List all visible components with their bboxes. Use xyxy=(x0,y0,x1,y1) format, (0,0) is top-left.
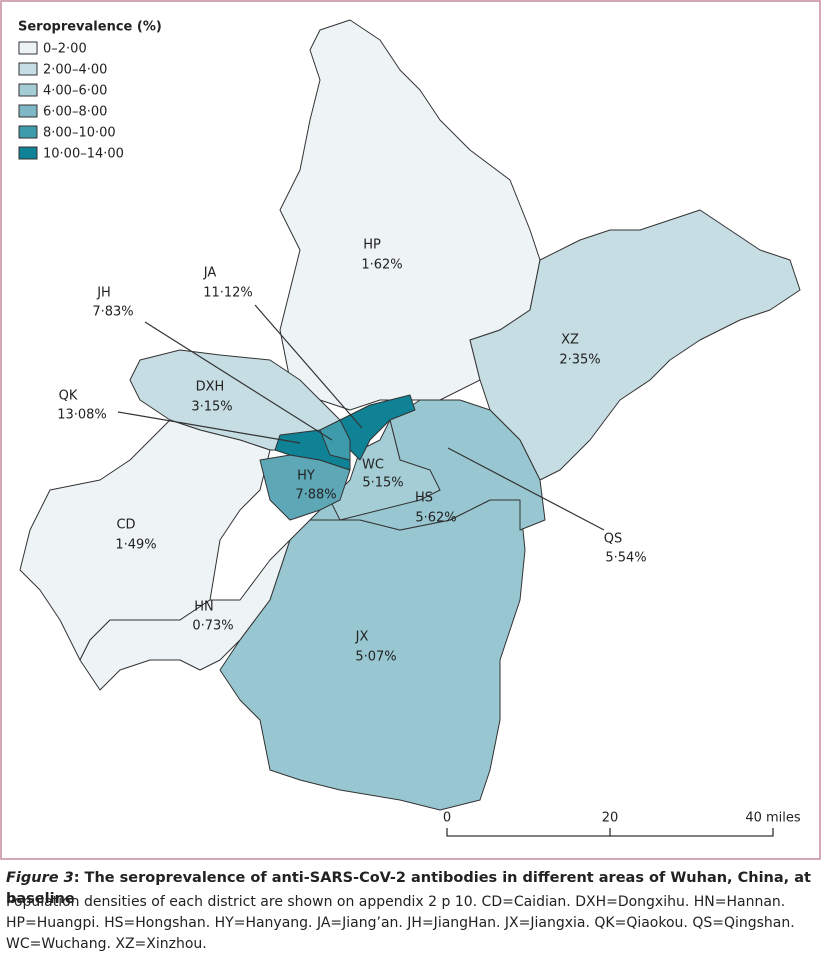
caption-heading: : The seroprevalence of anti-SARS-CoV-2 … xyxy=(6,870,811,907)
district-code: DXH xyxy=(196,380,225,395)
district-code: CD xyxy=(116,518,135,533)
scale-label: 40 miles xyxy=(745,811,801,826)
legend: Seroprevalence (%) 0–2·00 2·00–4·00 4·00… xyxy=(18,20,162,162)
leader-line xyxy=(254,304,363,429)
scale-bar: 0 20 40 miles xyxy=(443,811,801,837)
district-value: 5·07% xyxy=(355,650,396,665)
legend-swatch xyxy=(18,41,38,55)
district-code: JH xyxy=(96,286,111,301)
district-value: 11·12% xyxy=(203,286,253,301)
district-code: JA xyxy=(203,266,217,281)
caption-line: HP=Huangpi. HS=Hongshan. HY=Hanyang. JA=… xyxy=(6,915,795,931)
legend-swatch xyxy=(18,146,38,160)
scale-line xyxy=(446,828,774,837)
scale-label: 0 xyxy=(443,811,451,826)
district-code: JX xyxy=(355,630,369,645)
district-value: 2·35% xyxy=(559,353,600,368)
frame xyxy=(0,0,821,860)
district-value: 1·62% xyxy=(361,258,402,273)
district-value: 5·62% xyxy=(415,511,456,526)
caption-body: Population densities of each district ar… xyxy=(6,892,818,955)
caption-line: Population densities of each district ar… xyxy=(6,894,786,910)
district-value: 1·49% xyxy=(115,538,156,553)
map: Seroprevalence (%) 0–2·00 2·00–4·00 4·00… xyxy=(0,0,821,860)
legend-item: 0–2·00 xyxy=(43,42,87,57)
district-code: QK xyxy=(59,389,78,404)
district-xz xyxy=(469,209,801,481)
leader-line xyxy=(447,447,605,531)
leader-line xyxy=(144,321,333,441)
legend-item: 4·00–6·00 xyxy=(43,84,107,99)
district-code: HN xyxy=(194,600,214,615)
legend-item: 10·00–14·00 xyxy=(43,147,124,162)
legend-item: 6·00–8·00 xyxy=(43,105,107,120)
district-code: HY xyxy=(297,469,315,484)
district-value: 5·54% xyxy=(605,551,646,566)
district-cd xyxy=(19,419,271,661)
district-labels: HP 1·62% XZ 2·35% DXH 3·15% CD 1·49% HN … xyxy=(57,238,646,665)
caption-title: Figure 3: The seroprevalence of anti-SAR… xyxy=(6,868,818,910)
district-value: 7·83% xyxy=(92,305,133,320)
district-ja xyxy=(339,394,416,461)
leader-line xyxy=(117,411,301,444)
legend-swatch xyxy=(18,62,38,76)
district-code: WC xyxy=(362,458,384,473)
district-value: 13·08% xyxy=(57,408,107,423)
district-code: HS xyxy=(415,491,433,506)
caption-line: WC=Wuchang. XZ=Xinzhou. xyxy=(6,936,207,952)
district-jh xyxy=(319,419,351,461)
legend-swatch xyxy=(18,104,38,118)
district-code: HP xyxy=(363,238,381,253)
scale-label: 20 xyxy=(602,811,619,826)
caption-label: Figure 3 xyxy=(6,870,74,886)
district-value: 5·15% xyxy=(362,476,403,491)
district-value: 7·88% xyxy=(295,488,336,503)
district-code: QS xyxy=(604,532,622,547)
district-code: XZ xyxy=(561,333,579,348)
legend-swatch xyxy=(18,125,38,139)
legend-item: 8·00–10·00 xyxy=(43,126,116,141)
district-value: 3·15% xyxy=(191,400,232,415)
legend-swatch xyxy=(18,83,38,97)
leader-lines xyxy=(117,304,605,531)
legend-title: Seroprevalence (%) xyxy=(18,20,162,35)
district-value: 0·73% xyxy=(192,619,233,634)
legend-item: 2·00–4·00 xyxy=(43,63,107,78)
